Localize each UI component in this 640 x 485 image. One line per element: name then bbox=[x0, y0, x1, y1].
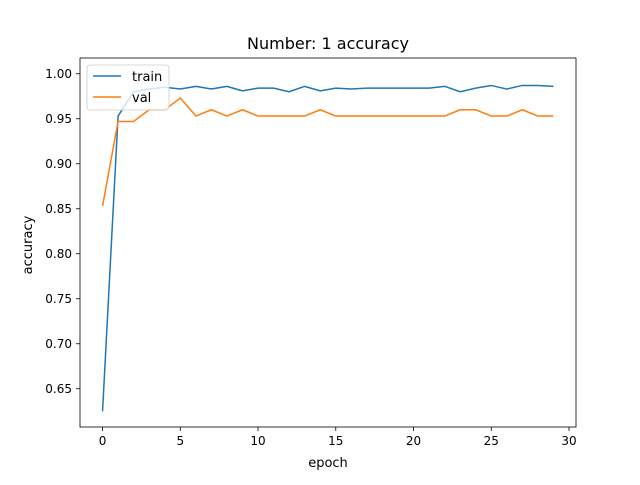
series-line-train bbox=[101, 84, 554, 412]
x-tick-label: 20 bbox=[406, 434, 421, 448]
y-tick-label: 0.75 bbox=[45, 292, 72, 306]
series-line-val bbox=[101, 97, 554, 207]
legend: train val bbox=[86, 64, 170, 111]
y-tick-label: 0.90 bbox=[45, 157, 72, 171]
plot-area: 0 5 10 15 20 25 30 0.65 0.70 0.75 0.80 0.85 0.90 0.95… bbox=[45, 57, 577, 448]
y-tick-label: 0.65 bbox=[45, 382, 72, 396]
x-tick-label: 15 bbox=[328, 434, 343, 448]
y-tick-label: 0.85 bbox=[45, 202, 72, 216]
x-tick-label: 30 bbox=[561, 434, 576, 448]
y-tick-label: 0.70 bbox=[45, 337, 72, 351]
y-tick-label: 1.00 bbox=[45, 67, 72, 81]
x-tick-label: 0 bbox=[99, 434, 107, 448]
x-tick-label: 25 bbox=[484, 434, 499, 448]
y-tick-label: 0.80 bbox=[45, 247, 72, 261]
legend-label-train: train bbox=[132, 70, 162, 85]
x-tick-label: 10 bbox=[250, 434, 265, 448]
y-tick-label: 0.95 bbox=[45, 112, 72, 126]
y-axis-label: accuracy bbox=[21, 215, 36, 274]
x-axis-label: epoch bbox=[308, 456, 348, 471]
x-tick-label: 5 bbox=[176, 434, 184, 448]
legend-label-val: val bbox=[132, 91, 151, 106]
chart-title: Number: 1 accuracy bbox=[247, 34, 409, 53]
axes-frame bbox=[79, 57, 577, 428]
